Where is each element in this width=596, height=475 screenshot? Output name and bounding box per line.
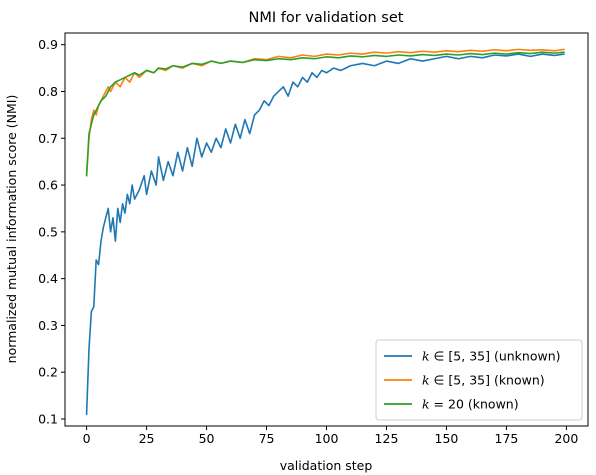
y-tick-label: 0.2 bbox=[38, 365, 58, 380]
y-tick-label: 0.6 bbox=[38, 178, 58, 193]
x-tick-label: 175 bbox=[495, 431, 519, 446]
legend-label-1: k ∈ [5, 35] (unknown) bbox=[422, 349, 561, 364]
x-tick-label: 75 bbox=[259, 431, 275, 446]
x-tick-label: 25 bbox=[139, 431, 155, 446]
x-tick-label: 200 bbox=[554, 431, 578, 446]
y-tick-label: 0.9 bbox=[38, 37, 58, 52]
legend-box bbox=[375, 339, 583, 421]
legend-label-2: k ∈ [5, 35] (known) bbox=[422, 373, 545, 388]
x-tick-label: 100 bbox=[315, 431, 339, 446]
series-line-1 bbox=[85, 53, 565, 416]
x-tick-label: 0 bbox=[83, 431, 91, 446]
x-tick-label: 50 bbox=[199, 431, 215, 446]
y-tick-label: 0.4 bbox=[38, 271, 58, 286]
y-axis-ticks: 0.1 0.2 0.3 0.4 0.5 0.6 0.7 0.8 0.9 bbox=[38, 37, 65, 426]
x-tick-label: 150 bbox=[435, 431, 459, 446]
y-tick-label: 0.5 bbox=[38, 224, 58, 239]
legend: k ∈ [5, 35] (unknown) k ∈ [5, 35] (known)… bbox=[375, 339, 583, 421]
y-tick-label: 0.3 bbox=[38, 318, 58, 333]
y-tick-label: 0.1 bbox=[38, 411, 58, 426]
x-tick-label: 125 bbox=[375, 431, 399, 446]
legend-items: k ∈ [5, 35] (unknown) k ∈ [5, 35] (known)… bbox=[384, 349, 561, 412]
legend-label-3: k = 20 (known) bbox=[422, 397, 519, 412]
y-axis-label: normalized mutual information score (NMI… bbox=[4, 95, 19, 364]
series-line-3 bbox=[85, 51, 565, 177]
y-tick-label: 0.7 bbox=[38, 131, 58, 146]
chart-marks bbox=[85, 48, 565, 416]
x-axis-ticks: 0 25 50 75 100 125 150 175 200 bbox=[83, 426, 578, 446]
x-axis-label: validation step bbox=[280, 458, 373, 473]
y-tick-label: 0.8 bbox=[38, 84, 58, 99]
chart-title: NMI for validation set bbox=[249, 10, 404, 26]
